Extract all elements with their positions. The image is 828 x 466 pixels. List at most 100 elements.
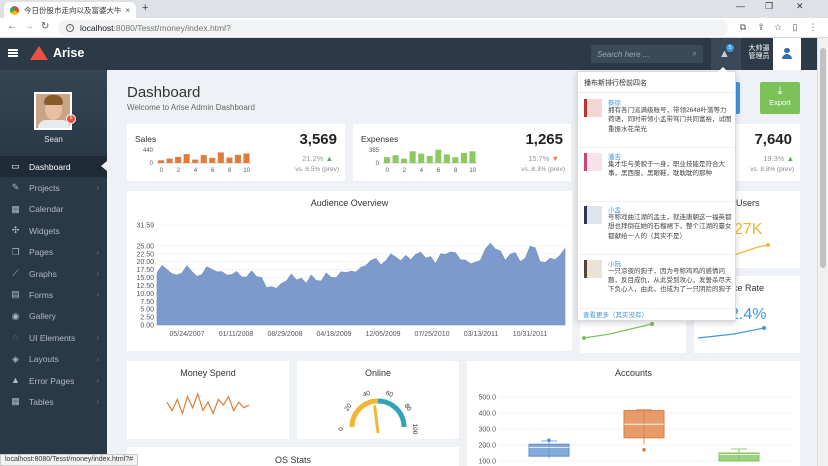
user-role: 管理员 — [748, 53, 770, 60]
bounce-rate-sparkline — [697, 326, 766, 339]
notification-name[interactable]: 蔡徐 — [608, 100, 621, 107]
sidebar-item-tables[interactable]: ▦ Tables › — [0, 391, 107, 412]
sidebar-item-label: Layouts — [29, 354, 59, 365]
sidepanel-icon[interactable]: ▯ — [792, 22, 798, 32]
user-menu-button[interactable] — [773, 38, 801, 70]
notification-text: 一只凉夜的狗子，因为号称鸡鸡的感情问题，反目成仇，从此受到攻心，发誓杀尽天下负心… — [608, 267, 732, 294]
notification-item[interactable]: 小阮 一只凉夜的狗子，因为号称鸡鸡的感情问题，反目成仇，从此受到攻心，发誓杀尽天下… — [578, 254, 735, 309]
box-outlier — [547, 438, 551, 442]
bar — [469, 151, 476, 163]
chevron-right-icon: › — [96, 290, 99, 300]
notification-text: 集才华与美貌于一身，职业技能是符合大事，黑西服，黑眼鞋，耽耽耽的那种 — [608, 160, 725, 177]
x-tick-label: 05/24/2007 — [169, 331, 204, 338]
sidebar-item-label: Dashboard — [29, 161, 71, 172]
minimize-window-icon[interactable]: — — [736, 1, 745, 11]
accounts-box-chart: 500.0 400.0 300.0 200.0 100.0 — [478, 395, 792, 466]
avatar-ruan — [584, 259, 602, 278]
notification-badge: 5 — [726, 44, 734, 52]
sidebar-item-projects[interactable]: ✎ Projects › — [0, 177, 107, 198]
reload-icon[interactable]: ↻ — [41, 21, 50, 32]
sidebar-item-ui-elements[interactable]: ◌ UI Elements › — [0, 327, 107, 348]
restore-window-icon[interactable]: ❐ — [765, 1, 774, 11]
online-title: Online — [364, 368, 391, 378]
fourth-stat-value: 7,640 — [754, 131, 792, 148]
x-tick-label: 0 — [160, 168, 164, 174]
sidebar-item-forms[interactable]: ▤ Forms › — [0, 284, 107, 305]
user-name[interactable]: 大帅逼 管理员 — [745, 45, 773, 61]
close-window-icon[interactable]: ✕ — [796, 1, 804, 11]
bar — [217, 152, 224, 163]
tab-title: 今日份股市走向以及富婆大牛 — [24, 5, 122, 15]
sidebar-profile: 5 Sean — [0, 70, 107, 156]
view-more-link[interactable]: 查看更多（其实没有） — [583, 312, 648, 319]
y-tick-label: 500.0 — [478, 395, 496, 402]
bar — [166, 158, 173, 163]
site-info-icon[interactable]: i — [66, 24, 74, 32]
page-scrollbar[interactable] — [817, 38, 828, 466]
notification-item[interactable]: 潘吉 集才华与美貌于一身，职业技能是符合大事，黑西服，黑眼鞋，耽耽耽的那种 — [578, 147, 735, 202]
sidebar-item-layouts[interactable]: ◈ Layouts › — [0, 349, 107, 370]
bar — [243, 153, 250, 163]
bar — [443, 154, 450, 163]
forward-icon[interactable]: → — [24, 21, 34, 32]
y-tick-label: 31.59 — [136, 223, 154, 230]
x-tick-label: 4 — [420, 168, 424, 174]
new-tab-button[interactable]: + — [142, 2, 149, 14]
sidebar-item-calendar[interactable]: ▦ Calendar — [0, 199, 107, 220]
bar — [426, 155, 433, 163]
share-icon[interactable]: ⇪ — [757, 22, 765, 32]
sidebar-item-graphs[interactable]: ⟋ Graphs › — [0, 263, 107, 284]
notification-item[interactable]: 蔡徐 拥有各门派满级账号，带领2648叶落等力荷语，同时带领小孟带驾门共同富裕，试… — [578, 93, 735, 148]
browser-menu-icon[interactable]: ⋮ — [808, 22, 818, 32]
chevron-right-icon: › — [96, 269, 99, 278]
x-tick-label: 2 — [177, 168, 181, 174]
notifications-header: 播布斯排行榜前四名 — [578, 72, 735, 93]
notification-name[interactable]: 潘吉 — [608, 153, 621, 161]
scrollbar-thumb[interactable] — [820, 48, 826, 268]
browser-status-bar: localhost:8080/Tesst/money/index.html?# — [0, 454, 139, 466]
bar — [234, 154, 241, 163]
bookmark-star-icon[interactable]: ☆ — [773, 22, 783, 32]
gauge-tick-label: 60 — [385, 390, 394, 399]
box-outlier — [642, 448, 646, 452]
brand-logo[interactable]: Arise — [30, 46, 84, 60]
hamburger-menu-icon[interactable] — [8, 49, 18, 57]
sidebar-item-label: Tables — [29, 396, 54, 407]
sidebar-item-gallery[interactable]: ◉ Gallery — [0, 306, 107, 327]
notification-item[interactable]: 小孟 号称戏曲江湖的孟主，就连唐朝这一福英都想也拜倒在她的石榴裙下，整个江湖的臺女… — [578, 200, 735, 255]
bar — [384, 157, 391, 163]
search-input[interactable]: Search here ... ⌕ — [591, 45, 703, 63]
x-tick-label: 6 — [211, 168, 215, 174]
avatar[interactable] — [34, 92, 72, 130]
user-name-line1: 大帅逼 — [748, 45, 770, 52]
layouts-icon: ◈ — [12, 353, 19, 364]
search-icon[interactable]: ⌕ — [692, 49, 697, 58]
export-label: Export — [769, 98, 791, 107]
export-button[interactable]: ⤓ Export — [760, 82, 800, 114]
browser-tab[interactable]: 今日份股市走向以及富婆大牛 × — [4, 2, 136, 18]
sidebar-item-widgets[interactable]: ✣ Widgets — [0, 220, 107, 241]
users-value: 27K — [734, 221, 763, 238]
sidebar-item-dashboard[interactable]: ▭ Dashboard — [0, 156, 107, 177]
calendar-icon: ▦ — [11, 203, 20, 214]
notification-name[interactable]: 小阮 — [608, 260, 621, 268]
back-icon[interactable]: ← — [7, 21, 17, 32]
sidebar-item-error-pages[interactable]: ▲ Error Pages › — [0, 370, 107, 391]
url-field[interactable]: i localhost:8080/Tesst/money/index.html? — [58, 20, 728, 36]
sidebar-item-pages[interactable]: ❐ Pages › — [0, 242, 107, 263]
expenses-prev: vs. 8.3% (prev) — [521, 166, 565, 173]
fourth-stat-prev: vs. 8.8% (prev) — [750, 166, 794, 173]
money-spend-card: Money Spend — [127, 361, 289, 439]
translate-icon[interactable]: ⧉ — [739, 22, 747, 32]
sidebar-item-label: Widgets — [29, 225, 60, 236]
bar — [158, 160, 165, 163]
y-tick-label: 200.0 — [478, 443, 496, 450]
notifications-button[interactable]: ▲ 5 — [711, 38, 741, 70]
box — [528, 443, 570, 457]
notification-name[interactable]: 小孟 — [608, 207, 621, 214]
tab-close-icon[interactable]: × — [125, 5, 130, 15]
x-tick-label: 4 — [194, 168, 198, 174]
os-stats-title: OS Stats — [274, 455, 311, 465]
monitor-icon: ▭ — [11, 161, 20, 171]
url-path: :8080/Tesst/money/index.html? — [113, 23, 231, 33]
